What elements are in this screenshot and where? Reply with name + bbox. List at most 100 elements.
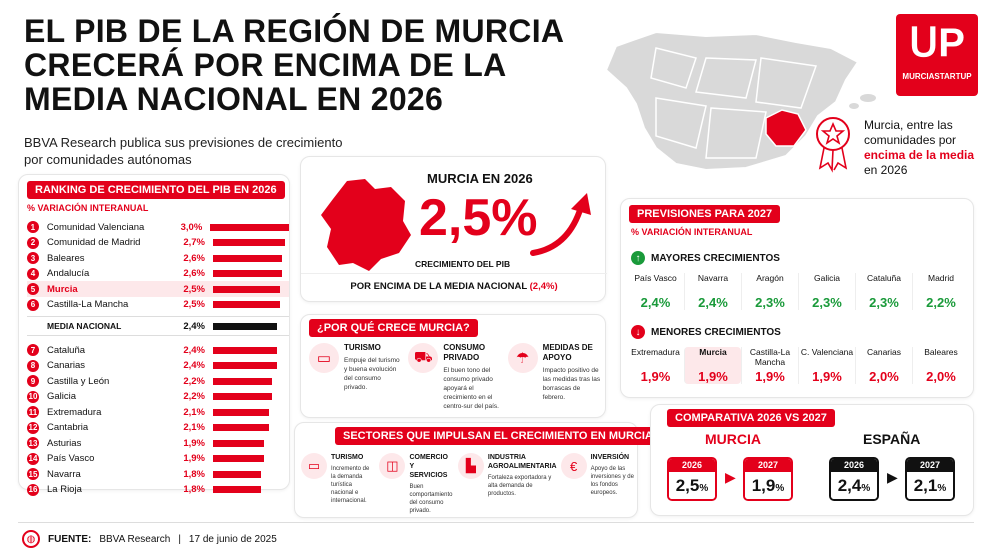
- factory-icon: ▙: [457, 453, 484, 479]
- forecast-region-value: 2,0%: [926, 369, 956, 384]
- sector-text: TURISMO Incremento de la demanda turístic…: [331, 453, 375, 517]
- region-name: Navarra: [47, 468, 81, 480]
- forecast-region-value: 1,9%: [812, 369, 842, 384]
- cal-unit: %: [861, 483, 871, 494]
- cal-value: 1,9: [751, 476, 776, 495]
- forecast-region-name: Aragón: [756, 273, 784, 283]
- logo-mark: ᑌP: [909, 21, 965, 65]
- sector-text: INDUSTRIA AGROALIMENTARIA Fortaleza expor…: [488, 453, 557, 517]
- rank-number: 6: [27, 298, 39, 311]
- why-list: ▭ TURISMO Empuje del turismo y buena evolu…: [309, 343, 601, 417]
- rank-number: 8: [27, 359, 39, 372]
- region-name: Castilla y León: [47, 375, 110, 387]
- rank-number: 13: [27, 437, 39, 449]
- forecast-region-value: 2,3%: [755, 295, 785, 310]
- sector-title: INDUSTRIA AGROALIMENTARIA: [487, 454, 557, 470]
- cal-year: 2027: [745, 459, 791, 472]
- region-name: Castilla-La Mancha: [47, 299, 129, 310]
- forecast-region-value: 2,3%: [812, 295, 842, 310]
- rank-number: 3: [27, 252, 39, 264]
- down-title: MENORES CRECIMIENTOS: [651, 326, 781, 338]
- logo-text: MURCIASTARTUP: [902, 72, 972, 81]
- ranking-row: 13 Asturias 1,9%: [27, 435, 289, 451]
- ranking-title: RANKING DE CRECIMIENTO DEL PIB EN 2026: [27, 181, 285, 199]
- ranking-row: 5 Murcia 2,5%: [27, 281, 289, 297]
- forecast-region-name: Murcia: [699, 347, 727, 357]
- forecast-region-value: 2,0%: [869, 369, 899, 384]
- region-name: Baleares: [47, 252, 85, 264]
- up-header: ↑ MAYORES CRECIMIENTOS: [631, 251, 780, 265]
- sector-desc: Fortaleza exportadora y alta demanda de …: [487, 475, 552, 497]
- award-badge-icon: [812, 114, 854, 174]
- ranking-card: RANKING DE CRECIMIENTO DEL PIB EN 2026 %…: [18, 174, 290, 496]
- forecast-region-value: 2,4%: [698, 295, 728, 310]
- ranking-row: 7 Cataluña 2,4%: [27, 342, 289, 358]
- why-item-title: MEDIDAS DE APOYO: [542, 343, 593, 362]
- region-value: 1,8%: [183, 468, 205, 480]
- region-value: 2,1%: [183, 406, 205, 418]
- region-name: Andalucía: [47, 268, 90, 279]
- arrow-down-icon: ↓: [631, 325, 645, 339]
- murciastartup-logo: ᑌP MURCIASTARTUP: [896, 14, 978, 96]
- region-bar: [213, 254, 283, 262]
- region-name: Murcia: [47, 283, 78, 295]
- up-list: País Vasco 2,4% Navarra 2,4% Aragón 2,3% Galic…: [627, 273, 969, 313]
- suitcase-icon: ▭: [309, 343, 339, 373]
- suitcase-icon: ▭: [301, 453, 327, 479]
- spain-2027-calendar: 2027 2,1%: [905, 457, 955, 501]
- forecast-region: Aragón 2,3%: [741, 273, 798, 310]
- why-card: ¿POR QUÉ CRECE MURCIA? ▭ TURISMO Empuje de…: [300, 314, 606, 418]
- murcia-2026-value: 2,5%: [419, 189, 538, 247]
- why-item: ▭ TURISMO Empuje del turismo y buena evolu…: [309, 343, 402, 417]
- forecast-region: Madrid 2,2%: [912, 273, 969, 310]
- forecast-region: País Vasco 2,4%: [627, 273, 684, 310]
- footer-label: FUENTE:: [48, 533, 92, 545]
- region-value: 2,7%: [183, 237, 205, 248]
- region-bar: [213, 408, 269, 416]
- forecast-region-name: Extremadura: [631, 347, 680, 357]
- forecast-region-value: 2,4%: [640, 295, 671, 310]
- ranking-row: 6 Castilla-La Mancha 2,5%: [27, 297, 289, 313]
- ranking-row: 2 Comunidad de Madrid 2,7%: [27, 235, 289, 251]
- page-title: EL PIB DE LA REGIÓN DE MURCIA CRECERÁ PO…: [24, 13, 564, 117]
- sector-text: INVERSIÓN Apoyo de las inversiones y de l…: [591, 453, 635, 517]
- badge-highlight: encima de la media: [864, 148, 975, 162]
- why-text: TURISMO Empuje del turismo y buena evoluc…: [344, 343, 402, 417]
- forecast-region: Extremadura 1,9%: [627, 347, 684, 384]
- cart-icon: ⛟: [408, 343, 439, 373]
- cal-value: 2,4: [837, 476, 862, 495]
- footer: ◍ FUENTE: BBVA Research | 17 de junio de…: [22, 530, 277, 548]
- ranking-row: 14 País Vasco 1,9%: [27, 451, 289, 467]
- rank-number: 4: [27, 267, 39, 280]
- region-value: 1,9%: [183, 453, 205, 464]
- ranking-row: 1 Comunidad Valenciana 3,0%: [27, 219, 289, 235]
- rank-number: 5: [27, 283, 39, 295]
- down-list: Extremadura 1,9% Murcia 1,9% Castilla-La Man…: [627, 347, 969, 387]
- sector-item: ◫ COMERCIO Y SERVICIOS Buen comportamiento…: [379, 453, 453, 517]
- region-value: 2,5%: [183, 299, 205, 310]
- why-title: ¿POR QUÉ CRECE MURCIA?: [309, 319, 478, 337]
- region-name: La Rioja: [47, 484, 82, 495]
- footer-separator: |: [178, 533, 181, 545]
- footer-value: (2,4%): [529, 281, 558, 292]
- rank-number: 10: [27, 390, 39, 403]
- arrow-right-icon: ▶: [725, 469, 736, 485]
- badge-text: Murcia, entre las comunidades por encima…: [864, 118, 984, 178]
- region-value: 2,2%: [183, 391, 205, 402]
- forecast-region-name: Madrid: [928, 273, 954, 283]
- cal-unit: %: [937, 483, 947, 494]
- why-item-desc: El buen tono del consumo privado apoyará…: [443, 367, 499, 410]
- why-item: ⛟ CONSUMO PRIVADO El buen tono del consumo…: [408, 343, 501, 417]
- rank-number: 1: [27, 221, 39, 233]
- ranking-row: 4 Andalucía 2,6%: [27, 266, 289, 282]
- why-item-title: CONSUMO PRIVADO: [443, 343, 486, 362]
- cal-year: 2027: [907, 459, 953, 472]
- rank-number: 16: [27, 483, 39, 496]
- compare-title: COMPARATIVA 2026 VS 2027: [667, 409, 835, 427]
- cal-year: 2026: [669, 459, 715, 472]
- sector-text: COMERCIO Y SERVICIOS Buen comportamiento …: [409, 453, 453, 517]
- rank-number: 15: [27, 468, 39, 480]
- region-bar: [213, 362, 277, 369]
- region-bar: [213, 301, 280, 308]
- shopping-bag-icon: ◫: [379, 453, 406, 479]
